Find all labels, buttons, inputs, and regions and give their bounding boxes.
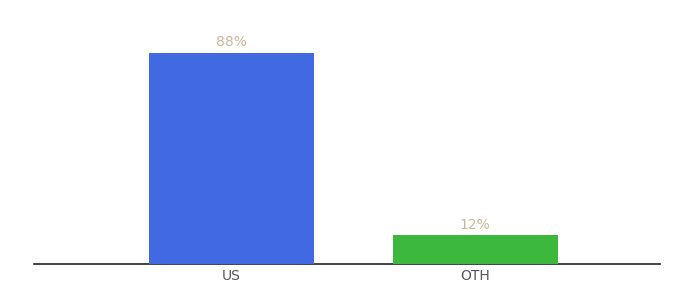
Text: 88%: 88% <box>216 35 247 49</box>
Bar <box>393 235 558 264</box>
Text: 12%: 12% <box>460 218 490 232</box>
Bar <box>149 53 314 264</box>
